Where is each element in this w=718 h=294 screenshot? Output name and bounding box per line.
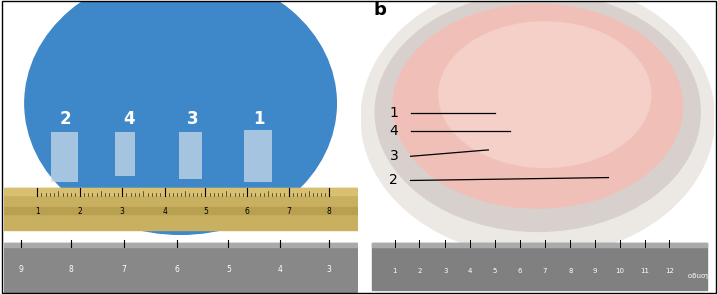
Text: 1: 1 [393,268,397,274]
Text: 3: 3 [443,268,447,274]
Bar [372,243,707,248]
Text: 7: 7 [543,268,547,274]
Text: 4: 4 [277,265,282,274]
Ellipse shape [376,0,700,231]
Bar [4,207,358,214]
Bar [52,133,78,182]
Text: 8: 8 [327,207,332,216]
Text: 5: 5 [203,207,208,216]
Text: 5: 5 [493,268,497,274]
Bar [4,188,358,195]
Bar [4,188,358,230]
Ellipse shape [25,0,336,234]
Bar [115,133,134,176]
Text: 3: 3 [389,149,398,163]
Bar [4,243,358,248]
Text: 3: 3 [187,110,199,128]
Bar [244,130,272,182]
Text: 5: 5 [226,265,230,274]
Text: 1: 1 [35,207,39,216]
Text: 6: 6 [245,207,250,216]
Text: 10: 10 [615,268,624,274]
Ellipse shape [439,22,651,167]
Text: 4: 4 [389,124,398,138]
Text: 2: 2 [389,173,398,188]
Text: 6: 6 [174,265,180,274]
Text: 1: 1 [389,106,398,120]
Text: 9: 9 [593,268,597,274]
Bar [4,243,358,293]
Text: 11: 11 [640,268,649,274]
Ellipse shape [393,4,683,208]
Text: 9: 9 [19,265,24,274]
Text: 4: 4 [467,268,472,274]
Text: 3: 3 [120,207,125,216]
Bar [179,133,202,179]
Text: b: b [373,1,386,19]
Text: 4: 4 [162,207,167,216]
Text: 12: 12 [665,268,673,274]
Text: 3: 3 [327,265,332,274]
Bar [372,243,707,290]
Text: 4: 4 [123,110,135,128]
Text: 2: 2 [417,268,421,274]
Text: 8: 8 [568,268,572,274]
Text: a: a [16,1,28,19]
Text: 2: 2 [78,207,82,216]
Text: 6: 6 [518,268,523,274]
Text: 7: 7 [121,265,126,274]
Text: 8: 8 [68,265,73,274]
Text: 2: 2 [60,110,71,128]
Text: 7: 7 [286,207,291,216]
Text: 1: 1 [253,110,264,128]
Text: Longo: Longo [686,270,707,277]
Ellipse shape [361,0,714,256]
